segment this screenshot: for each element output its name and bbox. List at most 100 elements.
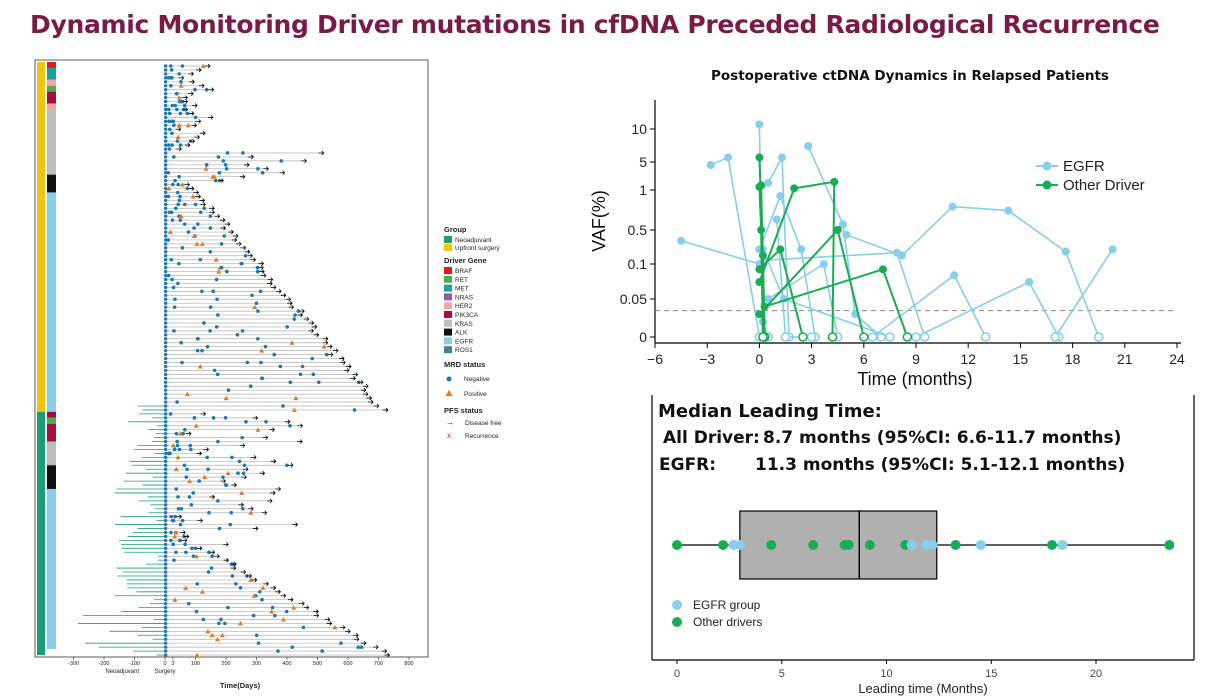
disease-free-arrow [299, 601, 305, 606]
mrd-negative-point [293, 313, 297, 317]
mrd-negative-point [163, 439, 168, 444]
mrd-negative-point [163, 518, 168, 523]
mrd-negative-point [229, 510, 234, 515]
mrd-positive-point [170, 443, 176, 448]
driver-segment [47, 67, 56, 80]
mrd-negative-point [163, 250, 168, 254]
mrd-negative-point [163, 554, 168, 558]
mrd-negative-point [168, 412, 173, 416]
mrd-negative-point [169, 119, 174, 124]
mrd-negative-point [173, 514, 177, 519]
mrd-negative-point [163, 613, 168, 618]
mrd-negative-point [260, 170, 265, 175]
mrd-negative-point [163, 151, 168, 155]
disease-free-arrow [279, 170, 286, 176]
x-tick-label: −6 [647, 351, 663, 367]
disease-free-arrow [239, 443, 246, 448]
legend-mrd-label: Negative [464, 376, 490, 383]
disease-free-arrow [297, 423, 304, 429]
mrd-negative-point [226, 605, 230, 610]
disease-free-arrow [339, 625, 346, 630]
mrd-negative-point [163, 348, 168, 353]
mrd-negative-point [208, 305, 213, 309]
disease-free-arrow [180, 530, 186, 535]
y-axis-title: VAF(%) [589, 190, 609, 252]
mrd-negative-point [180, 360, 184, 365]
legend-driver-label: RET [455, 277, 468, 284]
mrd-negative-point [163, 566, 168, 570]
detected-point [950, 271, 959, 280]
driver-segment [47, 417, 56, 424]
mrd-positive-point [251, 593, 257, 598]
disease-free-arrow [207, 115, 214, 120]
mrd-positive-point [179, 182, 185, 187]
mrd-positive-point [183, 585, 189, 590]
mrd-negative-point [211, 289, 215, 294]
x-tick-label: 9 [912, 351, 920, 367]
mrd-negative-point [163, 463, 168, 467]
x-tick-label: 15 [985, 668, 997, 680]
mrd-negative-point [163, 234, 168, 238]
mrd-negative-point [163, 475, 168, 479]
mrd-positive-point [176, 95, 182, 100]
mrd-negative-point [225, 269, 229, 274]
mrd-negative-point [166, 273, 171, 278]
mrd-negative-point [182, 463, 187, 468]
disease-free-arrow [339, 356, 345, 361]
mrd-negative-point [204, 163, 209, 167]
mrd-negative-point [175, 439, 180, 444]
mrd-negative-point [163, 84, 168, 88]
mrd-negative-point [285, 325, 290, 329]
mrd-negative-point [223, 483, 228, 487]
mrd-negative-point [163, 443, 168, 448]
disease-free-arrow [188, 91, 194, 96]
mrd-negative-point [163, 364, 168, 369]
mrd-negative-point [182, 103, 187, 108]
disease-free-arrow [192, 103, 198, 108]
disease-free-arrow [384, 652, 391, 658]
mrd-negative-point [163, 633, 168, 637]
legend-driver-label: NRAS [455, 294, 474, 301]
mrd-negative-point [276, 649, 280, 653]
mrd-negative-point [241, 471, 246, 475]
mrd-positive-point [260, 585, 266, 590]
leading-time-point [1057, 540, 1068, 550]
mrd-positive-point [223, 395, 229, 401]
mrd-negative-point [219, 617, 223, 622]
mrd-negative-point [185, 186, 190, 191]
mrd-negative-point [310, 356, 315, 361]
disease-free-arrow [303, 316, 310, 322]
disease-free-arrow [308, 320, 315, 326]
mrd-negative-point [235, 333, 240, 337]
detected-point [760, 302, 769, 311]
driver-segment [47, 488, 56, 650]
detected-point [724, 153, 733, 162]
mrd-negative-point [163, 459, 168, 464]
mrd-negative-point [163, 171, 168, 175]
mrd-negative-point [163, 293, 168, 297]
mrd-negative-point [184, 550, 188, 555]
mrd-negative-point [163, 174, 168, 179]
series-line [758, 180, 836, 338]
mrd-negative-point [163, 594, 168, 598]
mrd-negative-point [163, 317, 168, 321]
mrd-negative-point [163, 641, 168, 645]
detected-point [878, 265, 887, 274]
disease-free-arrow [219, 217, 226, 223]
disease-free-arrow [240, 569, 247, 575]
mrd-negative-point [296, 309, 301, 313]
median-heading: Median Leading Time: [658, 401, 882, 422]
mrd-negative-point [163, 562, 168, 566]
disease-free-arrow [176, 514, 183, 519]
x-axis-title: Leading time (Months) [858, 681, 987, 696]
mrd-negative-point [163, 645, 168, 649]
mrd-negative-point [300, 364, 305, 369]
mrd-negative-point [183, 542, 187, 547]
x-tick-label: 500 [313, 661, 322, 667]
leading-time-point [975, 540, 986, 550]
disease-free-arrow [185, 431, 192, 436]
mrd-positive-point [332, 624, 338, 630]
mrd-negative-point [163, 538, 168, 543]
mrd-positive-point [175, 134, 181, 140]
mrd-negative-point [195, 582, 200, 586]
